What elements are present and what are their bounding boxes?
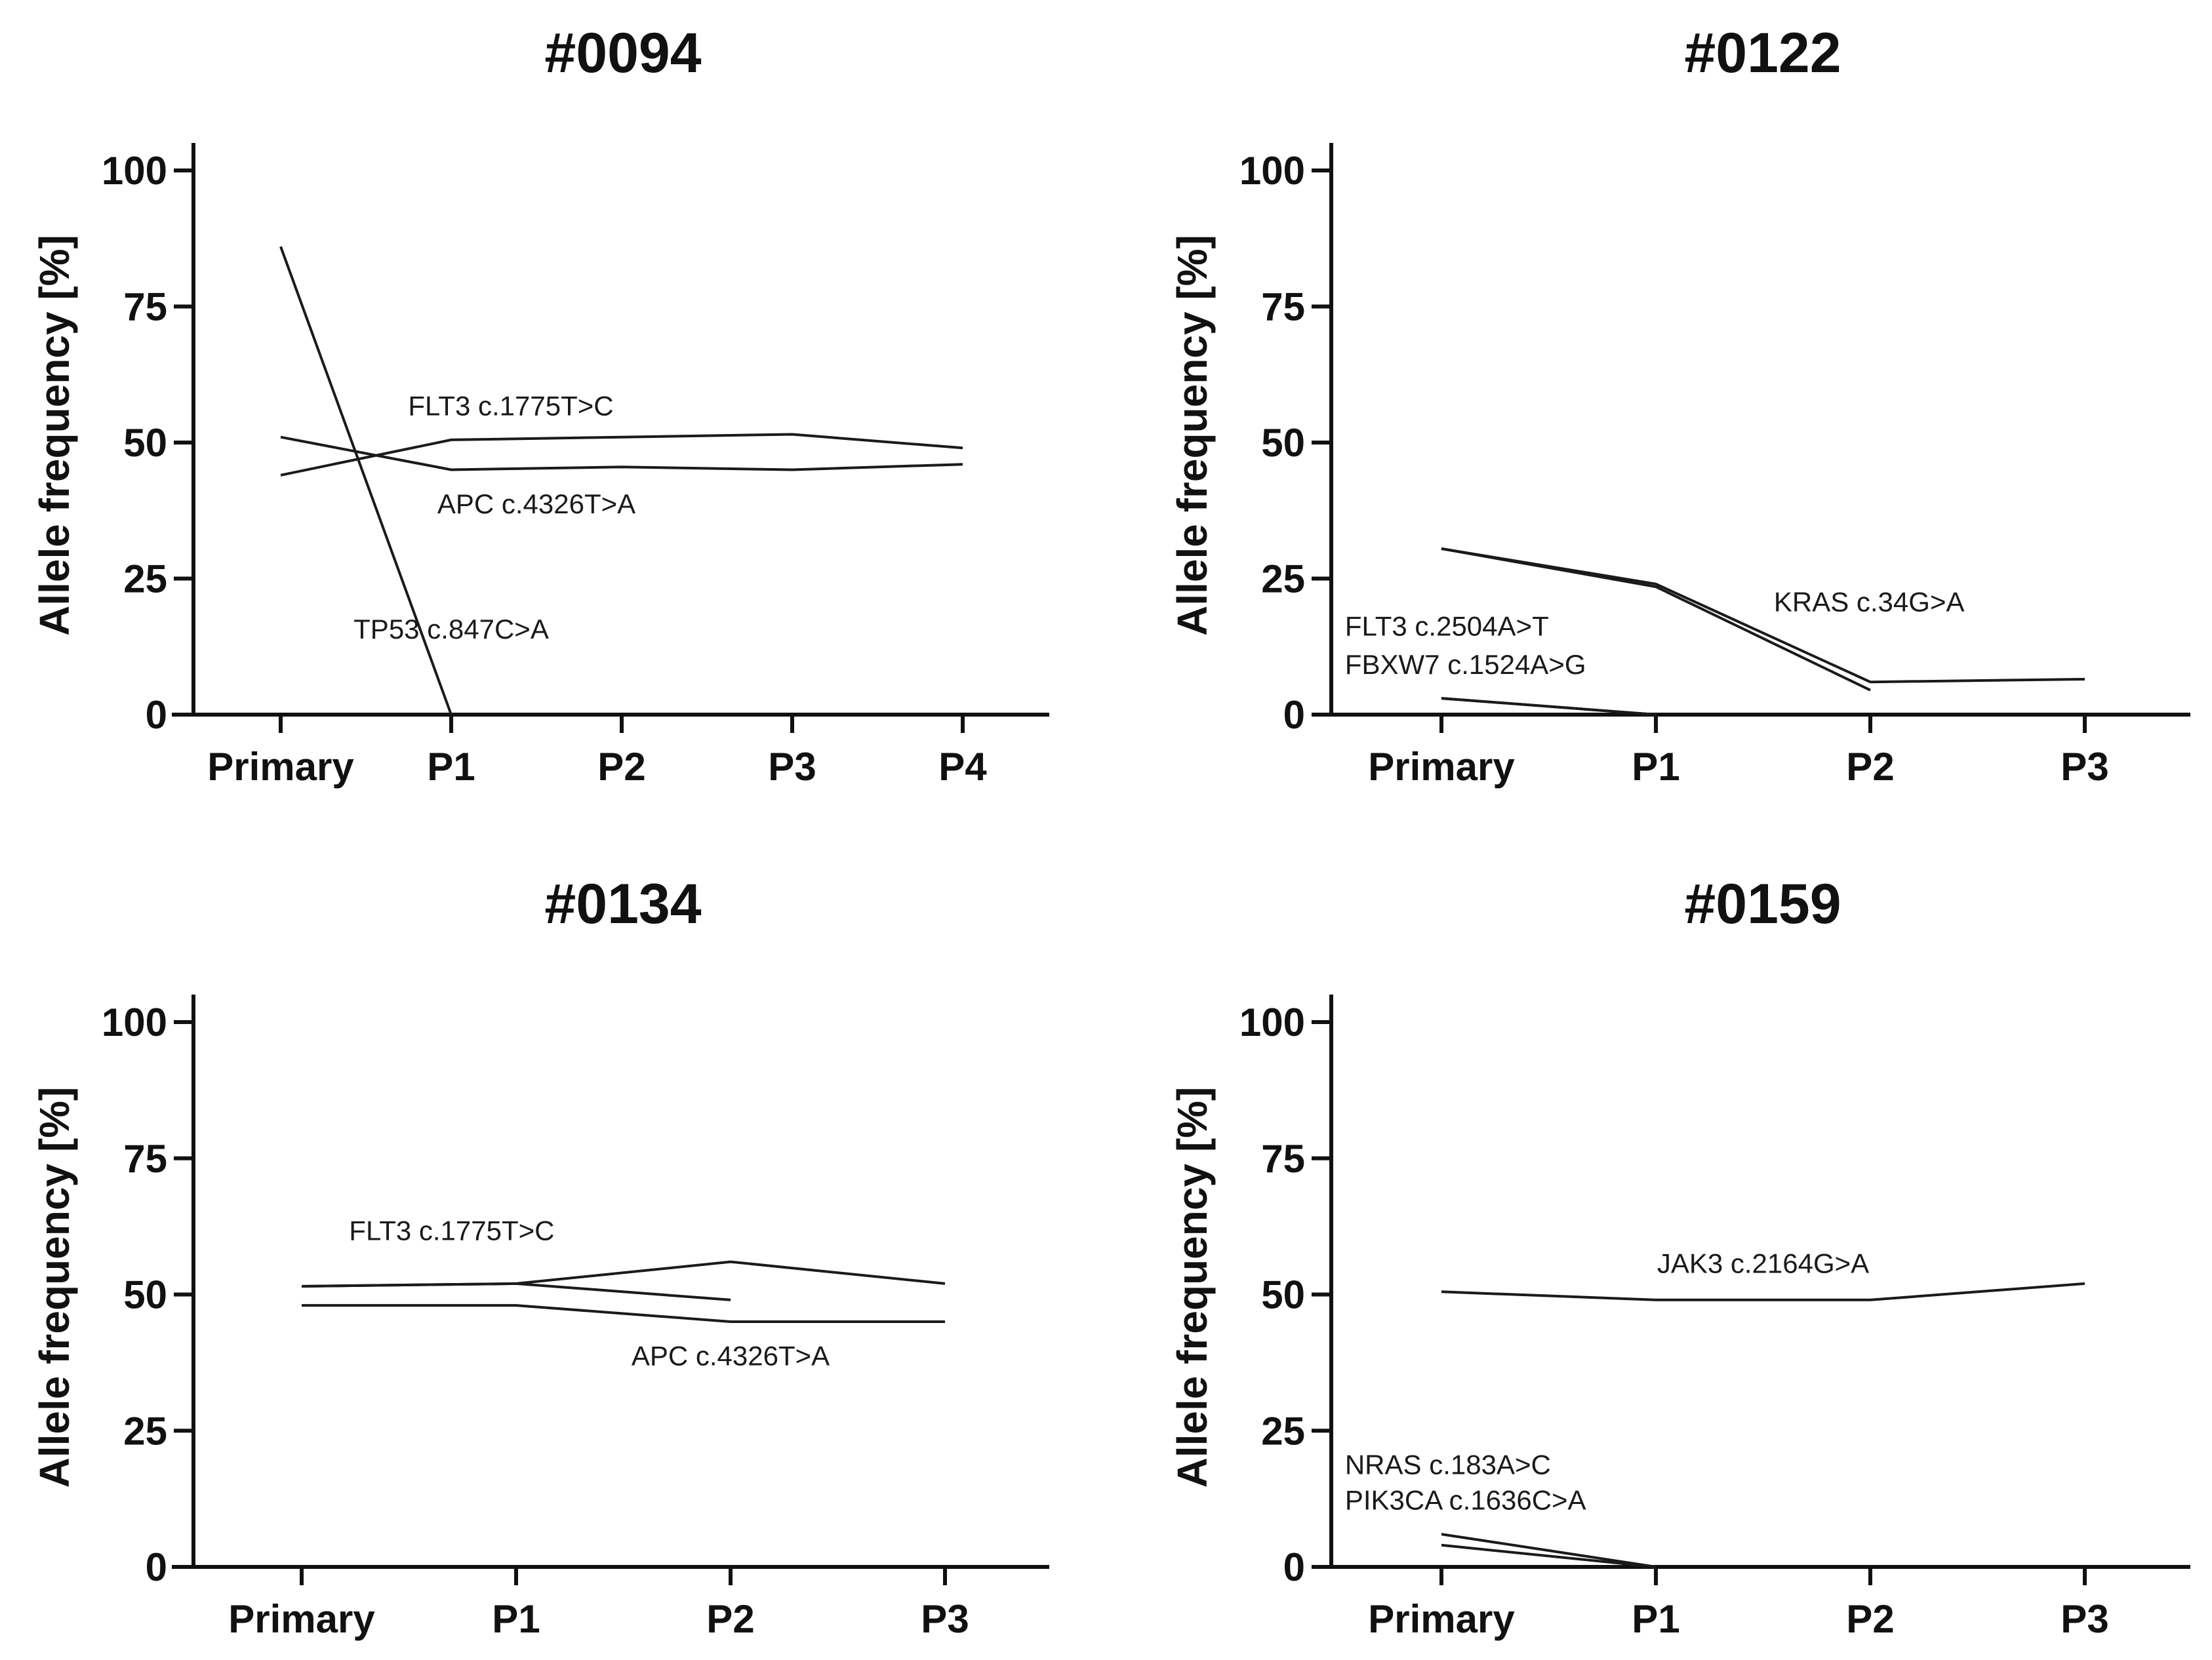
y-tick-label: 0	[146, 693, 167, 737]
chart-title: #0134	[544, 873, 701, 936]
series-annotation: TP53 c.847C>A	[353, 614, 549, 644]
chart-title: #0159	[1684, 873, 1841, 936]
x-tick-label: Primary	[1368, 745, 1515, 789]
x-tick-label: P1	[427, 745, 475, 789]
series-line-nras-c-183a-c	[1441, 1533, 1657, 1568]
y-tick-label: 25	[123, 1409, 167, 1453]
series-annotation: FLT3 c.2504A>T	[1345, 611, 1549, 642]
series-annotation: APC c.4326T>A	[437, 488, 635, 519]
x-tick-label: P4	[938, 745, 987, 789]
series-line-kras-c-34g-a-2-	[1441, 547, 1871, 692]
y-tick-label: 100	[102, 149, 167, 193]
y-tick-label: 50	[123, 1273, 167, 1317]
y-axis-label: Allele frequency [%]	[31, 235, 78, 636]
y-tick-label: 75	[1261, 1137, 1305, 1181]
series-line-pik3ca-c-1636c-a	[1441, 1543, 1657, 1568]
series-line-flt3-c-1775t-c-2-	[301, 1282, 731, 1301]
y-tick-label: 0	[1283, 693, 1305, 737]
y-tick-label: 0	[1283, 1545, 1305, 1589]
y-axis-label: Allele frequency [%]	[31, 1087, 78, 1488]
series-line-kras-c-34g-a	[1441, 547, 2085, 684]
series-annotation: FLT3 c.1775T>C	[349, 1215, 554, 1246]
x-tick-label: P1	[1632, 745, 1679, 789]
y-tick-label: 75	[123, 1137, 167, 1181]
series-annotation: FBXW7 c.1524A>G	[1345, 649, 1586, 680]
x-tick-label: P3	[2061, 1597, 2108, 1641]
y-axis-label: Allele frequency [%]	[1169, 235, 1216, 636]
chart-panel-2: #0122 0 25 50 75 100 Primary P1 P2 P3 Allele frequ…	[1169, 22, 2190, 789]
series-line-fbxw7-c-1524a-g	[1441, 697, 1657, 716]
series-annotation: JAK3 c.2164G>A	[1657, 1248, 1869, 1278]
series-line-jak3-c-2164g-a	[1441, 1282, 2085, 1301]
series-line-apc-c-4326t-a	[302, 1304, 945, 1323]
x-tick-label: Primary	[228, 1597, 375, 1641]
y-tick-label: 100	[1239, 1000, 1305, 1044]
series-annotation: PIK3CA c.1636C>A	[1345, 1485, 1586, 1516]
chart-title: #0094	[544, 22, 701, 85]
y-tick-label: 50	[1261, 421, 1305, 465]
chart-panel-1: #0094 0 25 50 75 100 Primary P1 P2 P3 P4 Allele fre…	[31, 22, 1049, 789]
series-line-flt3-c-1775t-c	[280, 433, 963, 477]
chart-panel-3: #0134 0 25 50 75 100 Primary P1 P2 P3 Allele frequ…	[31, 873, 1049, 1641]
y-tick-label: 75	[123, 285, 167, 329]
x-tick-label: P2	[1846, 745, 1894, 789]
x-tick-label: P2	[706, 1597, 754, 1641]
chart-panel-4: #0159 0 25 50 75 100 Primary P1 P2 P3 Allele frequ…	[1169, 873, 2190, 1641]
y-tick-label: 100	[1239, 149, 1305, 193]
x-tick-label: P3	[921, 1597, 969, 1641]
y-tick-label: 50	[1261, 1273, 1305, 1317]
x-tick-label: Primary	[207, 745, 354, 789]
series-annotation: APC c.4326T>A	[632, 1341, 830, 1372]
x-tick-label: P3	[2061, 745, 2108, 789]
y-tick-label: 25	[1261, 1409, 1305, 1453]
series-annotation: FLT3 c.1775T>C	[408, 391, 613, 422]
series-line-tp53-c-847c-a	[279, 246, 452, 715]
y-tick-label: 25	[1261, 557, 1305, 601]
y-tick-label: 0	[146, 1545, 167, 1589]
y-tick-label: 25	[123, 557, 167, 601]
y-tick-label: 50	[123, 421, 167, 465]
x-tick-label: P2	[597, 745, 645, 789]
x-tick-label: P2	[1846, 1597, 1894, 1641]
series-line-flt3-c-1775t-c	[301, 1260, 946, 1288]
chart-title: #0122	[1684, 22, 1841, 85]
x-tick-label: P1	[492, 1597, 540, 1641]
x-tick-label: P1	[1632, 1597, 1679, 1641]
series-annotation: NRAS c.183A>C	[1345, 1450, 1551, 1480]
y-tick-label: 100	[102, 1000, 167, 1044]
y-tick-label: 75	[1261, 285, 1305, 329]
x-tick-label: Primary	[1368, 1597, 1515, 1641]
series-annotation: KRAS c.34G>A	[1774, 586, 1965, 617]
y-axis-label: Allele frequency [%]	[1169, 1087, 1216, 1488]
series-line-apc-c-4326t-a	[280, 435, 963, 471]
x-tick-label: P3	[768, 745, 816, 789]
